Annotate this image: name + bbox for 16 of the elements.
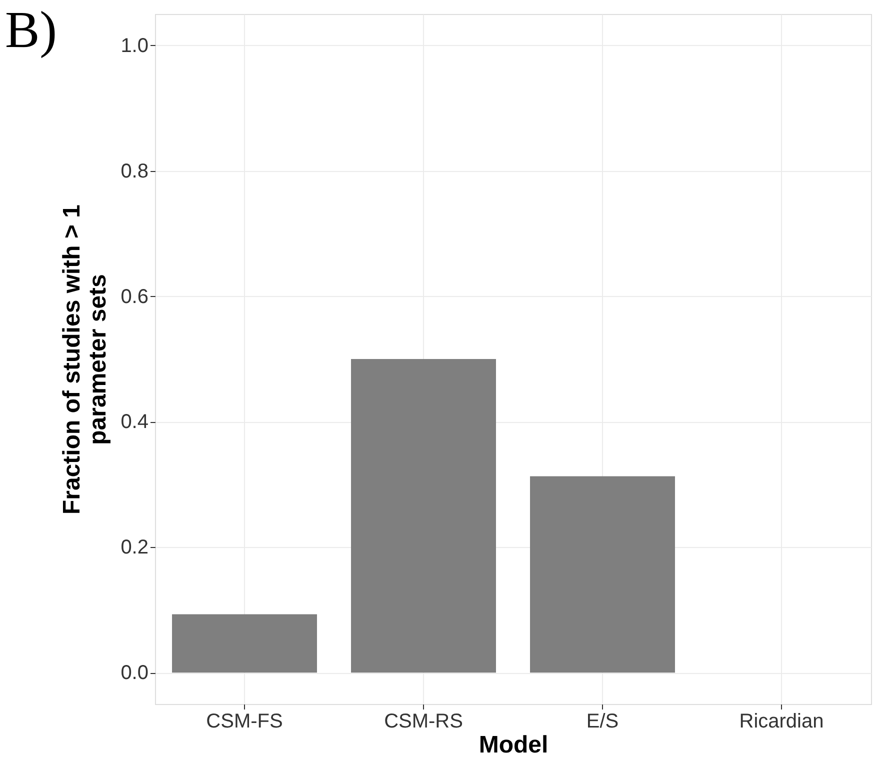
y-axis-title: Fraction of studies with > 1 parameter sets — [58, 204, 112, 515]
y-tick-label: 0.4 — [120, 411, 148, 434]
bar — [172, 614, 317, 673]
x-tick-label: CSM-RS — [384, 710, 463, 732]
y-tick-label: 0.0 — [120, 662, 148, 684]
y-tick-label: 1.0 — [120, 34, 148, 57]
bar — [351, 359, 496, 673]
y-tick-label: 0.2 — [120, 536, 148, 559]
text: B) — [5, 2, 57, 59]
y-tick-label: 0.8 — [120, 160, 148, 182]
bar — [530, 476, 675, 673]
y-tick-label: 0.6 — [120, 286, 148, 308]
x-axis-title: Model — [478, 732, 548, 758]
x-tick-label: CSM-FS — [206, 710, 283, 732]
x-tick-label: Ricardian — [739, 710, 824, 732]
x-tick-label: E/S — [586, 710, 619, 732]
